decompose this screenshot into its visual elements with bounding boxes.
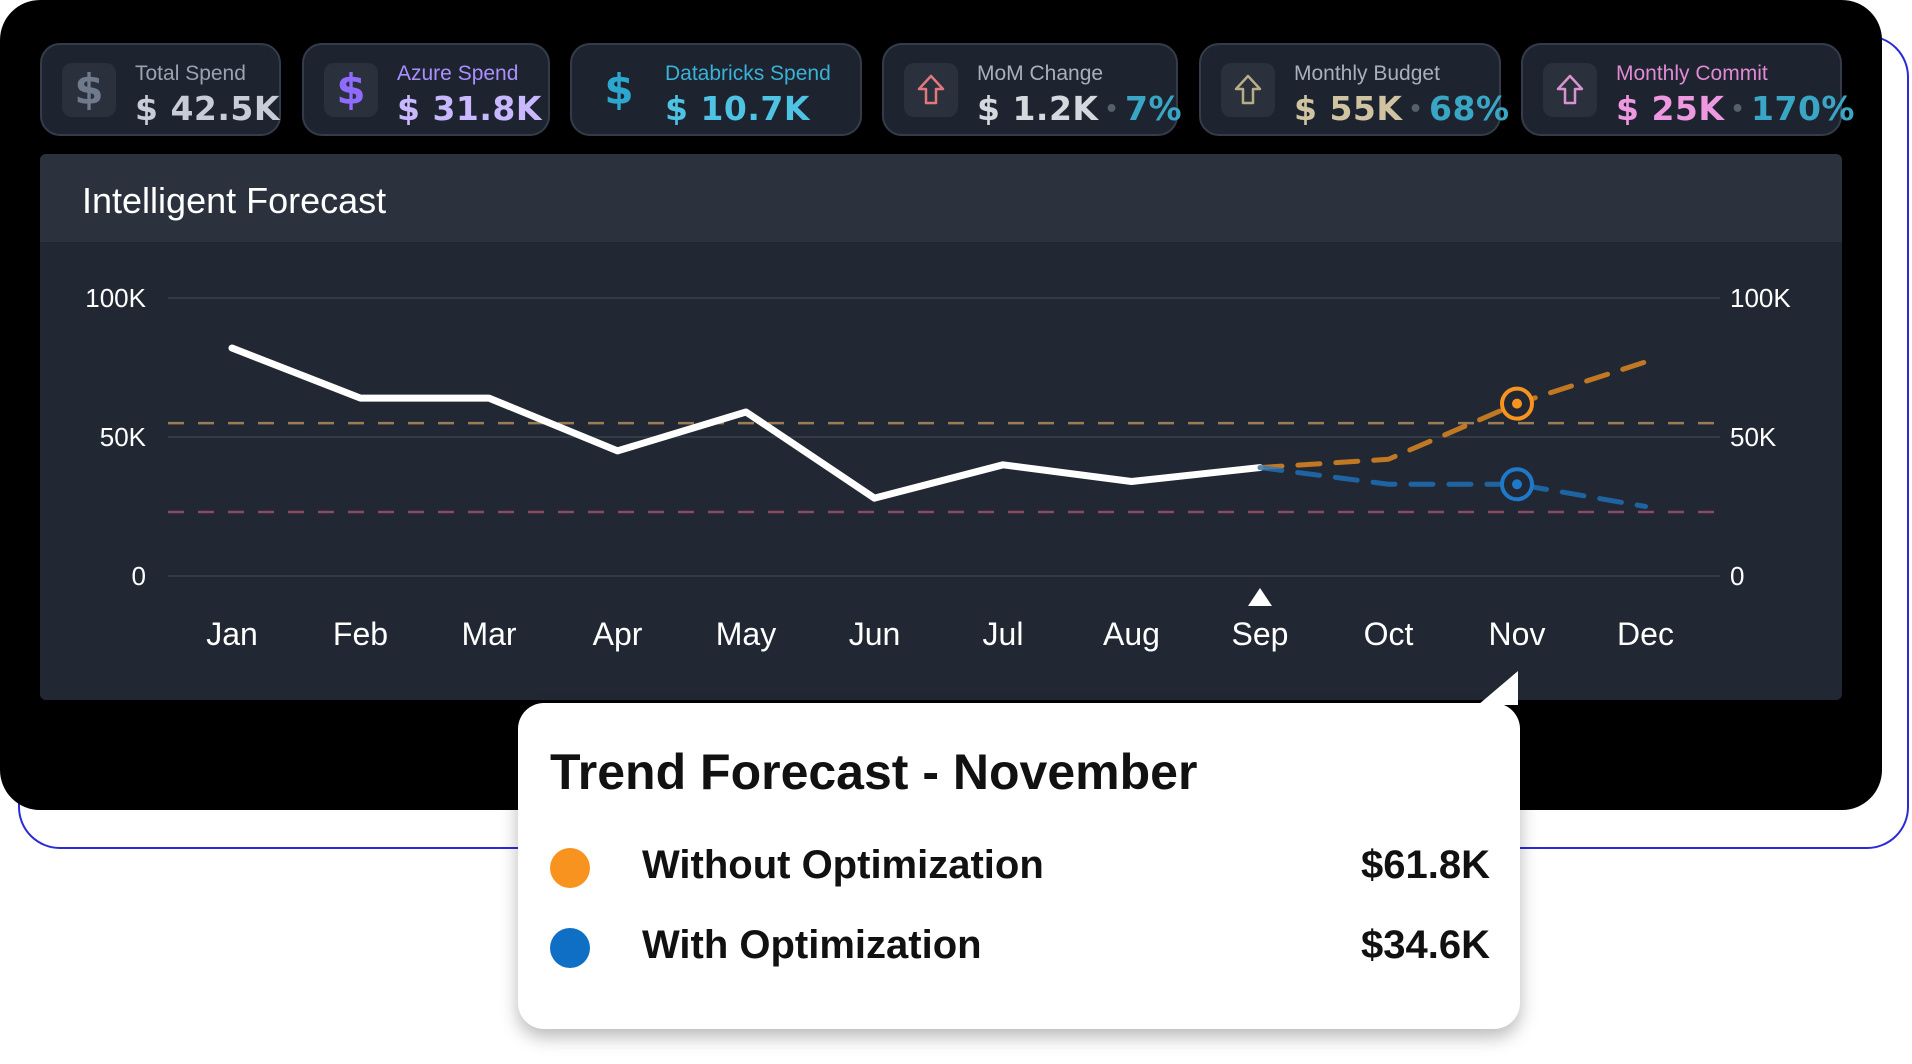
kpi-label: MoM Change — [977, 62, 1104, 85]
tooltip-row-with-optimization: With Optimization $34.6K — [550, 915, 1490, 975]
forecast-with-optimization-line — [1257, 465, 1648, 509]
x-tick-label: Jul — [983, 616, 1024, 652]
kpi-card-monthly-commit[interactable]: Monthly Commit $ 25K • 170% — [1521, 43, 1854, 136]
kpi-label: Monthly Budget — [1294, 62, 1440, 85]
kpi-card-total-spend[interactable]: $ Total Spend $ 42.5K — [40, 43, 281, 136]
x-tick-label: Sep — [1232, 616, 1289, 652]
kpi-percent: 7% — [1125, 89, 1183, 128]
tooltip-row-label: Without Optimization — [642, 843, 1044, 887]
forecast-tooltip: Trend Forecast - November Without Optimi… — [518, 671, 1520, 1029]
y-tick-label-right: 100K — [1730, 283, 1791, 313]
svg-text:$: $ — [74, 68, 103, 112]
kpi-label: Monthly Commit — [1616, 62, 1768, 85]
arrow-up-icon — [1221, 63, 1275, 117]
tooltip-row-without-optimization: Without Optimization $61.8K — [550, 835, 1490, 895]
svg-text:$: $ — [604, 68, 633, 112]
svg-text:$: $ — [336, 68, 365, 112]
kpi-percent: 170% — [1751, 89, 1855, 128]
kpi-label: Databricks Spend — [665, 62, 831, 85]
panel-title: Intelligent Forecast — [82, 180, 387, 221]
kpi-value: $ 42.5K — [135, 89, 280, 128]
tooltip-row-value: $61.8K — [1361, 843, 1490, 887]
kpi-label: Total Spend — [135, 62, 246, 85]
forecast-panel: Intelligent Forecast 100K 50K 0 100K 50K 0 Jan… — [40, 154, 1842, 700]
kpi-value: $ 10.7K — [665, 89, 810, 128]
x-tick-label: Apr — [593, 616, 643, 652]
separator-dot: • — [1104, 97, 1120, 122]
panel-header: Intelligent Forecast — [40, 154, 1842, 242]
kpi-label: Azure Spend — [397, 62, 519, 85]
separator-dot: • — [1730, 97, 1746, 122]
x-tick-label: Jun — [849, 616, 901, 652]
kpi-card-databricks-spend[interactable]: $ Databricks Spend $ 10.7K — [570, 43, 862, 136]
highlight-point-dot — [1512, 398, 1522, 409]
tooltip-row-value: $34.6K — [1361, 923, 1490, 967]
dollar-icon: $ — [592, 63, 646, 117]
arrow-up-icon — [1543, 63, 1597, 117]
separator-dot: • — [1408, 97, 1424, 122]
x-tick-label: Feb — [333, 616, 388, 652]
tooltip-row-label: With Optimization — [642, 923, 982, 967]
forecast-chart: 100K 50K 0 100K 50K 0 Jan Feb Mar Apr May Jun Jul Aug… — [85, 283, 1791, 652]
y-tick-label-left: 50K — [100, 422, 147, 452]
kpi-card-monthly-budget[interactable]: Monthly Budget $ 55K • 68% — [1199, 43, 1509, 136]
kpi-value: $ 1.2K — [977, 89, 1099, 128]
x-tick-label: May — [716, 616, 776, 652]
kpi-card-azure-spend[interactable]: $ Azure Spend $ 31.8K — [302, 43, 550, 136]
y-tick-label-left: 100K — [85, 283, 146, 313]
forecast-without-optimization-line — [1257, 359, 1648, 471]
dollar-icon: $ — [62, 63, 116, 117]
y-tick-label-left: 0 — [132, 561, 146, 591]
y-tick-label-right: 0 — [1730, 561, 1744, 591]
x-tick-label: Oct — [1364, 616, 1414, 652]
kpi-value: $ 31.8K — [397, 89, 542, 128]
actual-spend-line — [228, 344, 1264, 502]
highlight-point-dot — [1512, 479, 1522, 490]
kpi-percent: 68% — [1429, 89, 1510, 128]
legend-dot-orange — [550, 848, 590, 888]
tooltip-pointer — [1478, 671, 1518, 705]
legend-dot-blue — [550, 928, 590, 968]
dashboard-container: $ Total Spend $ 42.5K $ Azure Spend $ 31… — [0, 0, 1882, 810]
x-tick-label: Nov — [1489, 616, 1546, 652]
kpi-value: $ 25K — [1616, 89, 1725, 128]
y-tick-label-right: 50K — [1730, 422, 1777, 452]
x-tick-label: Aug — [1103, 616, 1160, 652]
current-month-marker — [1248, 588, 1272, 606]
x-tick-label: Jan — [206, 616, 258, 652]
arrow-up-icon — [904, 63, 958, 117]
x-tick-label: Dec — [1617, 616, 1674, 652]
kpi-value: $ 55K — [1294, 89, 1403, 128]
dollar-icon: $ — [324, 63, 378, 117]
x-tick-label: Mar — [461, 616, 516, 652]
kpi-card-mom-change[interactable]: MoM Change $ 1.2K • 7% — [882, 43, 1182, 136]
tooltip-title: Trend Forecast - November — [550, 744, 1198, 800]
